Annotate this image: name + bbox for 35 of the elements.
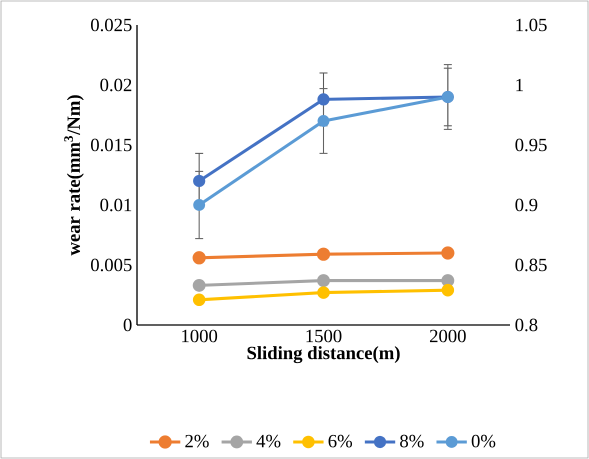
point: [316, 248, 330, 261]
y-tick-label: 0: [124, 318, 132, 332]
point: [317, 93, 330, 106]
point: [317, 286, 330, 299]
y-tick-label: 0.015: [91, 138, 132, 152]
x-tick-label: 1500: [306, 330, 342, 342]
y2-tick-label: 0.8: [515, 318, 538, 332]
point: [317, 274, 330, 288]
x-axis-title: Sliding distance(m): [247, 346, 400, 364]
point: [441, 274, 454, 288]
legend-label: 4%: [256, 434, 280, 448]
y2-tick-label: 0.85: [515, 258, 547, 272]
legend-label: 6%: [328, 434, 352, 448]
y-tick-label: 0.01: [100, 198, 132, 212]
y-axis-title: wear rate(mm$^{3}$/Nm): [64, 95, 84, 256]
point: [441, 246, 454, 260]
legend-label: 8%: [400, 434, 424, 448]
y2-tick-label: 0.9: [515, 198, 538, 212]
legend-label: 2%: [185, 434, 209, 448]
y-tick-label: 0.02: [100, 78, 132, 92]
y-tick-label: 0.025: [91, 18, 132, 32]
x-tick-label: 2000: [430, 330, 466, 342]
point: [192, 251, 206, 264]
point: [192, 278, 206, 292]
y2-tick-label: 0.95: [515, 138, 547, 152]
point: [192, 294, 206, 306]
point: [193, 174, 206, 188]
point: [193, 199, 206, 211]
point: [442, 284, 454, 296]
legend-label: 0%: [472, 434, 496, 448]
point: [318, 115, 330, 127]
x-tick-label: 1000: [182, 330, 218, 342]
y2-tick-label: 1: [516, 78, 523, 92]
y-tick-label: 0.005: [91, 258, 132, 272]
y2-tick-label: 1.05: [516, 18, 547, 32]
